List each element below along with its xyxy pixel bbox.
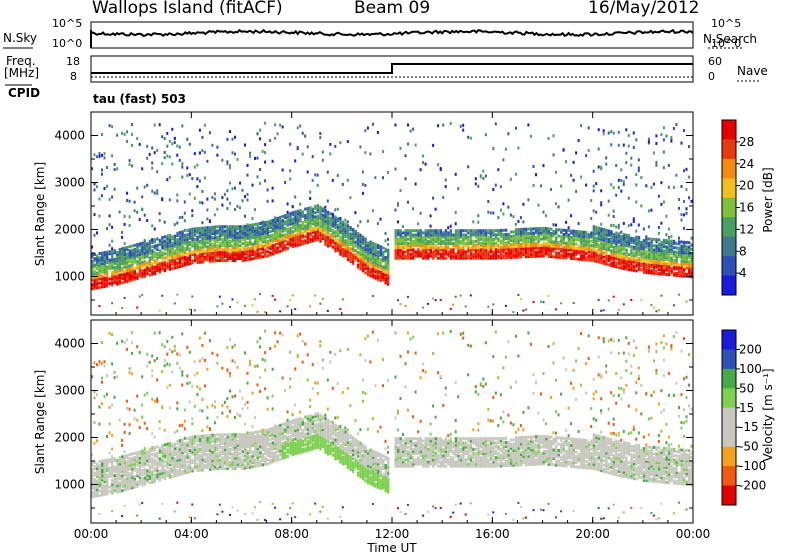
power-colorbar-tick: 20 <box>739 179 754 193</box>
y-tick-label: 1000 <box>54 269 85 283</box>
power-colorbar-swatch <box>722 217 736 238</box>
velocity-colorbar-swatch <box>722 466 736 487</box>
nave-tick-top: 60 <box>708 55 722 68</box>
nave-tick-bottom: 0 <box>708 70 715 83</box>
velocity-colorbar-tick: 15 <box>739 401 754 415</box>
y-tick-label: 1000 <box>54 477 85 491</box>
nsearch-label: N.Search <box>703 32 758 46</box>
velocity-cells <box>91 329 693 522</box>
freq-tick-bottom: 8 <box>70 70 77 83</box>
velocity-colorbar-tick: -200 <box>739 479 766 493</box>
power-colorbar-tick: 4 <box>739 266 747 280</box>
freq-series <box>91 63 693 74</box>
velocity-colorbar-tick: 50 <box>739 381 754 395</box>
velocity-colorbar-tick: 100 <box>739 362 762 376</box>
y-tick-label: 4000 <box>54 336 85 350</box>
power-colorbar-swatch <box>722 275 736 296</box>
x-tick-label: 04:00 <box>174 527 209 541</box>
noise-right-tick-bottom: 10^0 <box>711 37 742 50</box>
freq-panel <box>90 55 694 83</box>
power-colorbar: 28 24 20 16 12 8 4 <box>721 119 754 296</box>
power-cells <box>91 121 693 314</box>
y-tick-label: 3000 <box>54 383 85 397</box>
power-colorbar-swatch <box>722 139 736 160</box>
y-tick-label: 3000 <box>54 175 85 189</box>
y-tick-label: 2000 <box>54 222 85 236</box>
axes-ticks: 00:00 04:00 08:00 12:00 16:00 20:00 00:00 1000 1… <box>54 111 711 541</box>
velocity-colorbar: 200 100 50 15 -15 -50 -100 -200 <box>721 329 766 506</box>
velocity-colorbar-swatch <box>722 330 736 350</box>
velocity-colorbar-tick: 200 <box>739 342 762 356</box>
power-colorbar-label: Power [dB] <box>761 167 775 232</box>
velocity-ylabel: Slant Range [km] <box>33 370 47 474</box>
velocity-colorbar-swatch <box>722 485 736 506</box>
noise-left-tick-top: 10^5 <box>52 17 83 30</box>
cpid-text: tau (fast) 503 <box>93 92 186 106</box>
power-panel <box>90 111 694 316</box>
x-tick-label: 16:00 <box>475 527 510 541</box>
freq-tick-top: 18 <box>66 55 80 68</box>
power-colorbar-swatch <box>722 178 736 199</box>
velocity-colorbar-label: Velocity [m s⁻¹] <box>761 368 775 461</box>
velocity-colorbar-tick: -100 <box>739 459 766 473</box>
y-tick-label: 2000 <box>54 430 85 444</box>
power-colorbar-tick: 12 <box>739 222 754 236</box>
power-colorbar-tick: 16 <box>739 201 754 215</box>
velocity-colorbar-swatch <box>722 368 736 389</box>
xlabel: Time UT <box>366 541 417 554</box>
nave-label: Nave <box>737 64 768 78</box>
freq-label-line1: Freq. <box>6 54 36 68</box>
x-tick-label: 00:00 <box>676 527 711 541</box>
velocity-colorbar-swatch <box>722 349 736 370</box>
power-colorbar-tick: 28 <box>739 135 754 149</box>
date-title: 16/May/2012 <box>588 0 700 18</box>
y-tick-label: 4000 <box>54 128 85 142</box>
x-tick-label: 08:00 <box>274 527 309 541</box>
velocity-colorbar-swatch <box>722 388 736 409</box>
freq-label-line2: [MHz] <box>4 66 40 80</box>
velocity-colorbar-tick: -15 <box>739 420 759 434</box>
velocity-colorbar-swatch <box>722 446 736 467</box>
nsky-label: N.Sky <box>3 31 38 45</box>
velocity-colorbar-tick: -50 <box>739 440 759 454</box>
velocity-panel <box>90 319 694 524</box>
power-colorbar-swatch <box>722 236 736 257</box>
x-tick-label: 12:00 <box>375 527 410 541</box>
velocity-colorbar-swatch <box>722 427 736 448</box>
power-colorbar-swatch <box>722 197 736 218</box>
station-title: Wallops Island (fitACF) <box>92 0 283 18</box>
cpid-label: CPID <box>8 86 41 100</box>
beam-title: Beam 09 <box>354 0 431 18</box>
power-ylabel: Slant Range [km] <box>33 162 47 266</box>
noise-right-tick-top: 10^5 <box>711 17 742 30</box>
power-colorbar-swatch <box>722 256 736 277</box>
power-colorbar-tick: 24 <box>739 157 754 171</box>
power-colorbar-tick: 8 <box>739 244 747 258</box>
x-tick-label: 00:00 <box>74 527 109 541</box>
noise-left-tick-bottom: 10^0 <box>52 37 83 50</box>
velocity-colorbar-swatch <box>722 407 736 428</box>
power-colorbar-swatch <box>722 158 736 179</box>
noise-series <box>90 28 694 37</box>
x-tick-label: 20:00 <box>575 527 610 541</box>
power-colorbar-swatch <box>722 120 736 140</box>
